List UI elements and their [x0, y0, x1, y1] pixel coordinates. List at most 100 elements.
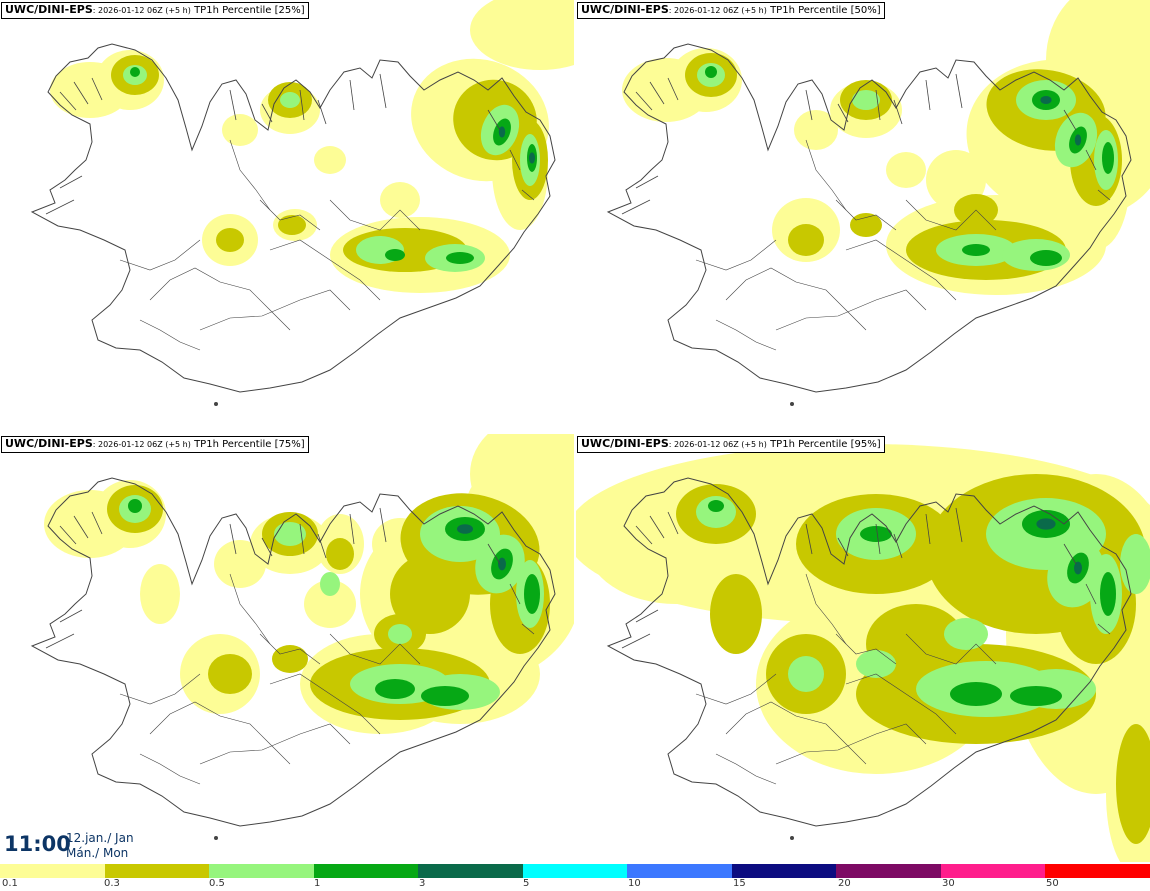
coastline — [30, 477, 556, 827]
legend-label: 1 — [314, 878, 321, 889]
precip-area — [457, 524, 473, 534]
fjord-line — [925, 79, 931, 111]
fjord-line — [349, 79, 355, 111]
coastline — [606, 43, 1132, 393]
precip-area — [962, 244, 990, 256]
fjord-line — [379, 507, 387, 543]
coastline — [606, 477, 1132, 827]
legend-swatch — [836, 864, 941, 878]
fjord-line — [635, 91, 653, 111]
fjord-line — [59, 175, 83, 189]
precip-area — [140, 564, 180, 624]
boundary-line — [695, 673, 777, 705]
boundary-line — [715, 319, 777, 351]
precip-area — [1040, 96, 1052, 104]
legend-label: 5 — [523, 878, 530, 889]
precip-area — [222, 114, 258, 146]
boundary-line — [119, 239, 201, 271]
legend-color-bar — [0, 864, 1150, 878]
precip-area — [524, 574, 540, 614]
legend-label: 30 — [942, 878, 955, 889]
precip-area — [375, 679, 415, 699]
precipitation-map — [576, 444, 1150, 866]
boundary-line — [139, 753, 201, 785]
precip-area — [304, 580, 356, 628]
precip-area — [216, 228, 244, 252]
fjord-line — [1097, 623, 1111, 635]
boundary-line — [139, 319, 201, 351]
fjord-line — [299, 89, 305, 121]
boundary-line — [149, 267, 291, 331]
fjord-line — [805, 89, 813, 121]
fjord-line — [509, 583, 521, 605]
legend-swatch — [627, 864, 732, 878]
fjord-line — [59, 91, 77, 111]
fjord-line — [837, 103, 849, 123]
valid-weekday: Mán./ Mon — [66, 846, 129, 860]
boundary-line — [845, 673, 957, 735]
boundary-line — [199, 289, 351, 331]
fjord-line — [635, 175, 659, 189]
panel-title: UWC/DINI-EPS: 2026-01-12 06Z (+5 h) TP1h… — [577, 436, 885, 453]
boundary-line — [229, 139, 271, 211]
fjord-line — [59, 525, 77, 545]
boundary-line — [199, 723, 351, 765]
precip-area — [886, 152, 926, 188]
precip-area — [944, 618, 988, 650]
fjord-line — [649, 515, 665, 539]
precip-area — [498, 557, 506, 571]
fjord-line — [229, 89, 237, 121]
fjord-line — [317, 99, 327, 125]
boundary-line — [119, 673, 201, 705]
precip-area — [856, 650, 896, 678]
legend-swatch — [940, 864, 1046, 878]
precip-area — [421, 686, 469, 706]
legend-swatch — [0, 864, 105, 878]
panel-divider — [0, 432, 1150, 434]
precip-area — [852, 90, 880, 110]
fjord-line — [805, 523, 813, 555]
boundary-line — [775, 723, 927, 765]
fjord-line — [875, 523, 881, 555]
legend-swatch — [1045, 864, 1150, 878]
precip-area — [326, 538, 354, 570]
precip-area — [390, 554, 470, 634]
fjord-line — [91, 77, 103, 101]
precip-area — [710, 574, 762, 654]
precip-area — [794, 110, 838, 150]
fjord-line — [45, 633, 75, 649]
precip-area — [1010, 686, 1062, 706]
precip-area — [788, 656, 824, 692]
precip-area — [860, 526, 892, 542]
precip-area — [314, 146, 346, 174]
fjord-line — [1085, 583, 1097, 605]
legend-label: 3 — [419, 878, 426, 889]
precipitation-map — [606, 0, 1150, 406]
legend-label: 0.1 — [2, 878, 18, 889]
boundary-line — [905, 199, 997, 231]
precipitation-map — [30, 0, 574, 406]
legend-swatch — [104, 864, 210, 878]
fjord-line — [1097, 189, 1111, 201]
precip-area — [385, 249, 405, 261]
precip-area — [1100, 572, 1116, 616]
fjord-line — [261, 103, 273, 123]
precip-area — [1116, 724, 1150, 844]
precip-area — [380, 182, 420, 218]
legend-label: 0.3 — [104, 878, 120, 889]
fjord-line — [621, 633, 651, 649]
precip-area — [498, 126, 506, 138]
fjord-line — [667, 511, 679, 535]
fjord-line — [229, 523, 237, 555]
legend-swatch — [418, 864, 523, 878]
island — [214, 402, 218, 406]
fjord-line — [893, 533, 903, 559]
precip-area — [128, 499, 142, 513]
boundary-line — [845, 239, 957, 301]
fjord-line — [621, 199, 651, 215]
boundary-line — [269, 673, 381, 735]
fjord-line — [667, 77, 679, 101]
panel-title: UWC/DINI-EPS: 2026-01-12 06Z (+5 h) TP1h… — [577, 2, 885, 19]
coastline — [30, 43, 556, 393]
island — [790, 402, 794, 406]
